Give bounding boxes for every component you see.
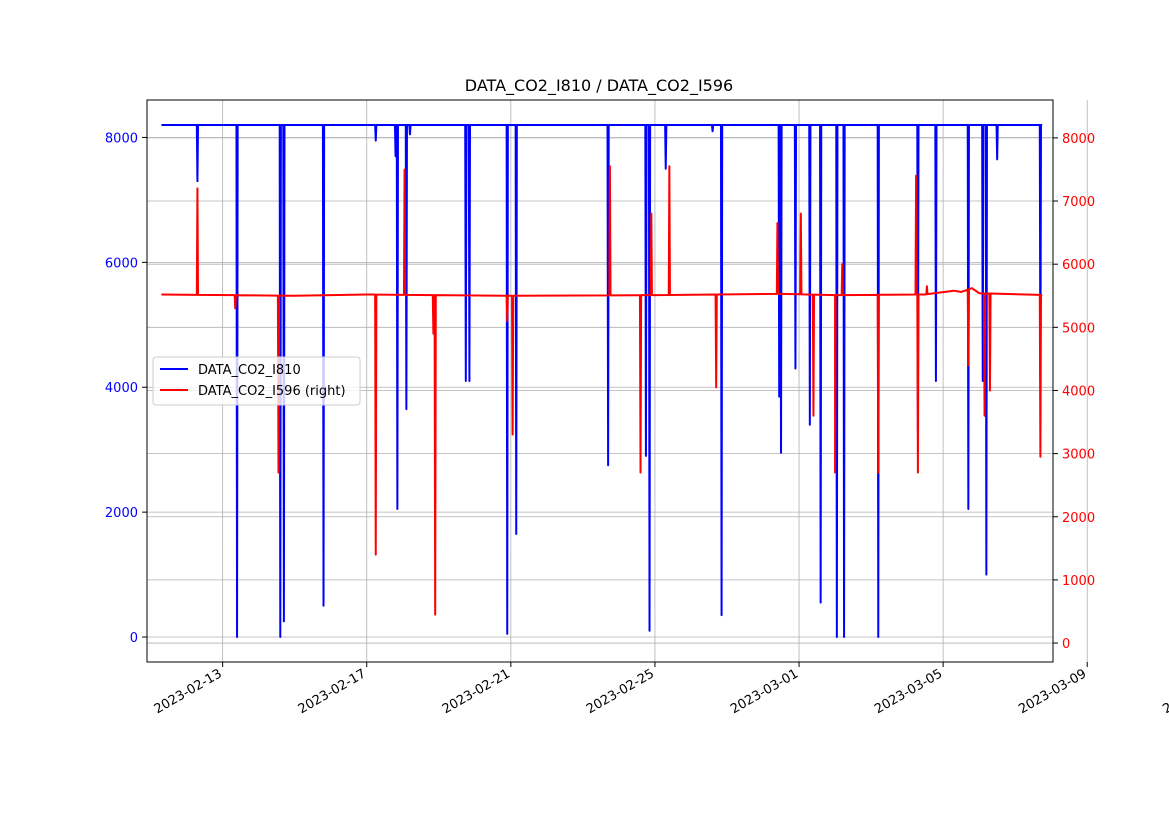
- legend-label-data-co2-i810: DATA_CO2_I810: [198, 363, 301, 378]
- right-y-tick-label: 6000: [1062, 258, 1095, 273]
- legend-box: [152, 356, 361, 406]
- series-layer: [161, 123, 1043, 639]
- y-grid: [147, 137, 1053, 644]
- right-y-tick-label: 0: [1062, 637, 1070, 652]
- legend-label-data-co2-i596: DATA_CO2_I596 (right): [198, 384, 346, 399]
- left-y-tick-label: 4000: [105, 381, 138, 396]
- x-grid: [222, 100, 1088, 662]
- series-line-data-co2-i596: [161, 165, 1043, 616]
- plot-frame: [146, 99, 1054, 663]
- left-y-tick-label: 8000: [105, 131, 138, 146]
- left-y-tick-label: 0: [130, 631, 138, 646]
- right-y-tick-label: 2000: [1062, 511, 1095, 526]
- left-y-tick-label: 6000: [105, 256, 138, 271]
- right-y-tick-label: 3000: [1062, 448, 1095, 463]
- right-y-tick-label: 7000: [1062, 195, 1095, 210]
- left-y-tick-label: 2000: [105, 506, 138, 521]
- legend: DATA_CO2_I810 DATA_CO2_I596 (right): [152, 356, 361, 406]
- series-line-data-co2-i810: [161, 123, 1043, 639]
- left-y-axis: 0 2000 4000 6000 8000: [105, 131, 147, 646]
- chart-title: DATA_CO2_I810 / DATA_CO2_I596: [465, 76, 733, 96]
- right-y-tick-label: 4000: [1062, 384, 1095, 399]
- right-y-tick-label: 8000: [1062, 132, 1095, 147]
- right-y-tick-label: 1000: [1062, 574, 1095, 589]
- right-y-tick-label: 5000: [1062, 321, 1095, 336]
- right-y-axis: 0 1000 2000 3000 4000 5000 6000 7000 8000: [1053, 132, 1095, 652]
